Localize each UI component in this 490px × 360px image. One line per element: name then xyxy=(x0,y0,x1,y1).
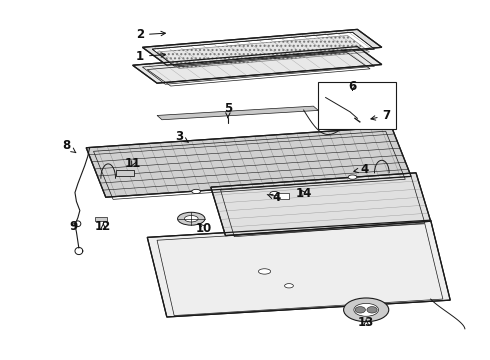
Text: 12: 12 xyxy=(95,220,111,233)
Ellipse shape xyxy=(355,307,366,313)
Ellipse shape xyxy=(258,269,270,274)
Polygon shape xyxy=(143,30,382,65)
Bar xyxy=(318,82,396,129)
Text: 5: 5 xyxy=(224,102,232,118)
Text: 8: 8 xyxy=(63,139,76,153)
Ellipse shape xyxy=(354,303,378,316)
Text: 1: 1 xyxy=(136,50,166,63)
Text: 4: 4 xyxy=(267,192,281,204)
Text: 9: 9 xyxy=(69,220,77,233)
Ellipse shape xyxy=(270,192,279,196)
Polygon shape xyxy=(147,220,450,317)
Polygon shape xyxy=(211,173,431,235)
Ellipse shape xyxy=(367,307,377,313)
Text: 10: 10 xyxy=(196,222,212,235)
Ellipse shape xyxy=(184,216,198,222)
Ellipse shape xyxy=(285,284,294,288)
Text: 6: 6 xyxy=(348,80,357,93)
Text: 14: 14 xyxy=(295,187,312,200)
Polygon shape xyxy=(86,127,411,197)
Polygon shape xyxy=(157,36,369,68)
Polygon shape xyxy=(152,32,374,66)
Bar xyxy=(277,193,289,199)
Bar xyxy=(95,217,107,221)
Text: 2: 2 xyxy=(136,28,166,41)
Text: 13: 13 xyxy=(358,316,374,329)
Ellipse shape xyxy=(75,221,81,226)
Text: 11: 11 xyxy=(124,157,141,170)
Ellipse shape xyxy=(348,175,357,179)
Ellipse shape xyxy=(177,212,205,225)
Text: 3: 3 xyxy=(175,130,188,143)
Polygon shape xyxy=(157,106,318,120)
Ellipse shape xyxy=(343,298,389,321)
Polygon shape xyxy=(133,46,382,83)
Ellipse shape xyxy=(192,189,200,194)
Bar xyxy=(116,170,134,176)
Text: 4: 4 xyxy=(354,163,369,176)
Text: 7: 7 xyxy=(371,109,391,122)
